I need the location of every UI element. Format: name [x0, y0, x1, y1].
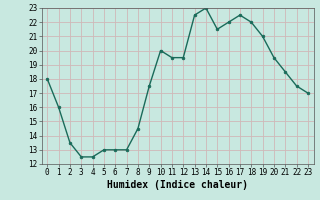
X-axis label: Humidex (Indice chaleur): Humidex (Indice chaleur): [107, 180, 248, 190]
